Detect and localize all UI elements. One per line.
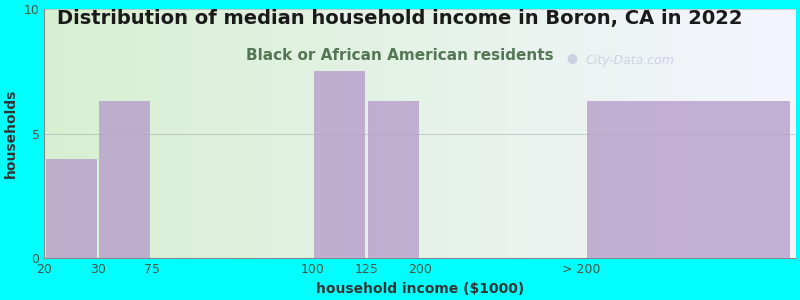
Y-axis label: households: households <box>4 89 18 178</box>
Bar <box>586 101 790 258</box>
Bar <box>314 71 365 258</box>
Bar <box>99 101 150 258</box>
Bar <box>368 101 419 258</box>
Text: Black or African American residents: Black or African American residents <box>246 48 554 63</box>
Text: Distribution of median household income in Boron, CA in 2022: Distribution of median household income … <box>58 9 742 28</box>
Text: City-Data.com: City-Data.com <box>586 54 674 67</box>
Text: ⬤: ⬤ <box>566 54 578 64</box>
X-axis label: household income ($1000): household income ($1000) <box>316 282 524 296</box>
Bar <box>46 159 97 258</box>
